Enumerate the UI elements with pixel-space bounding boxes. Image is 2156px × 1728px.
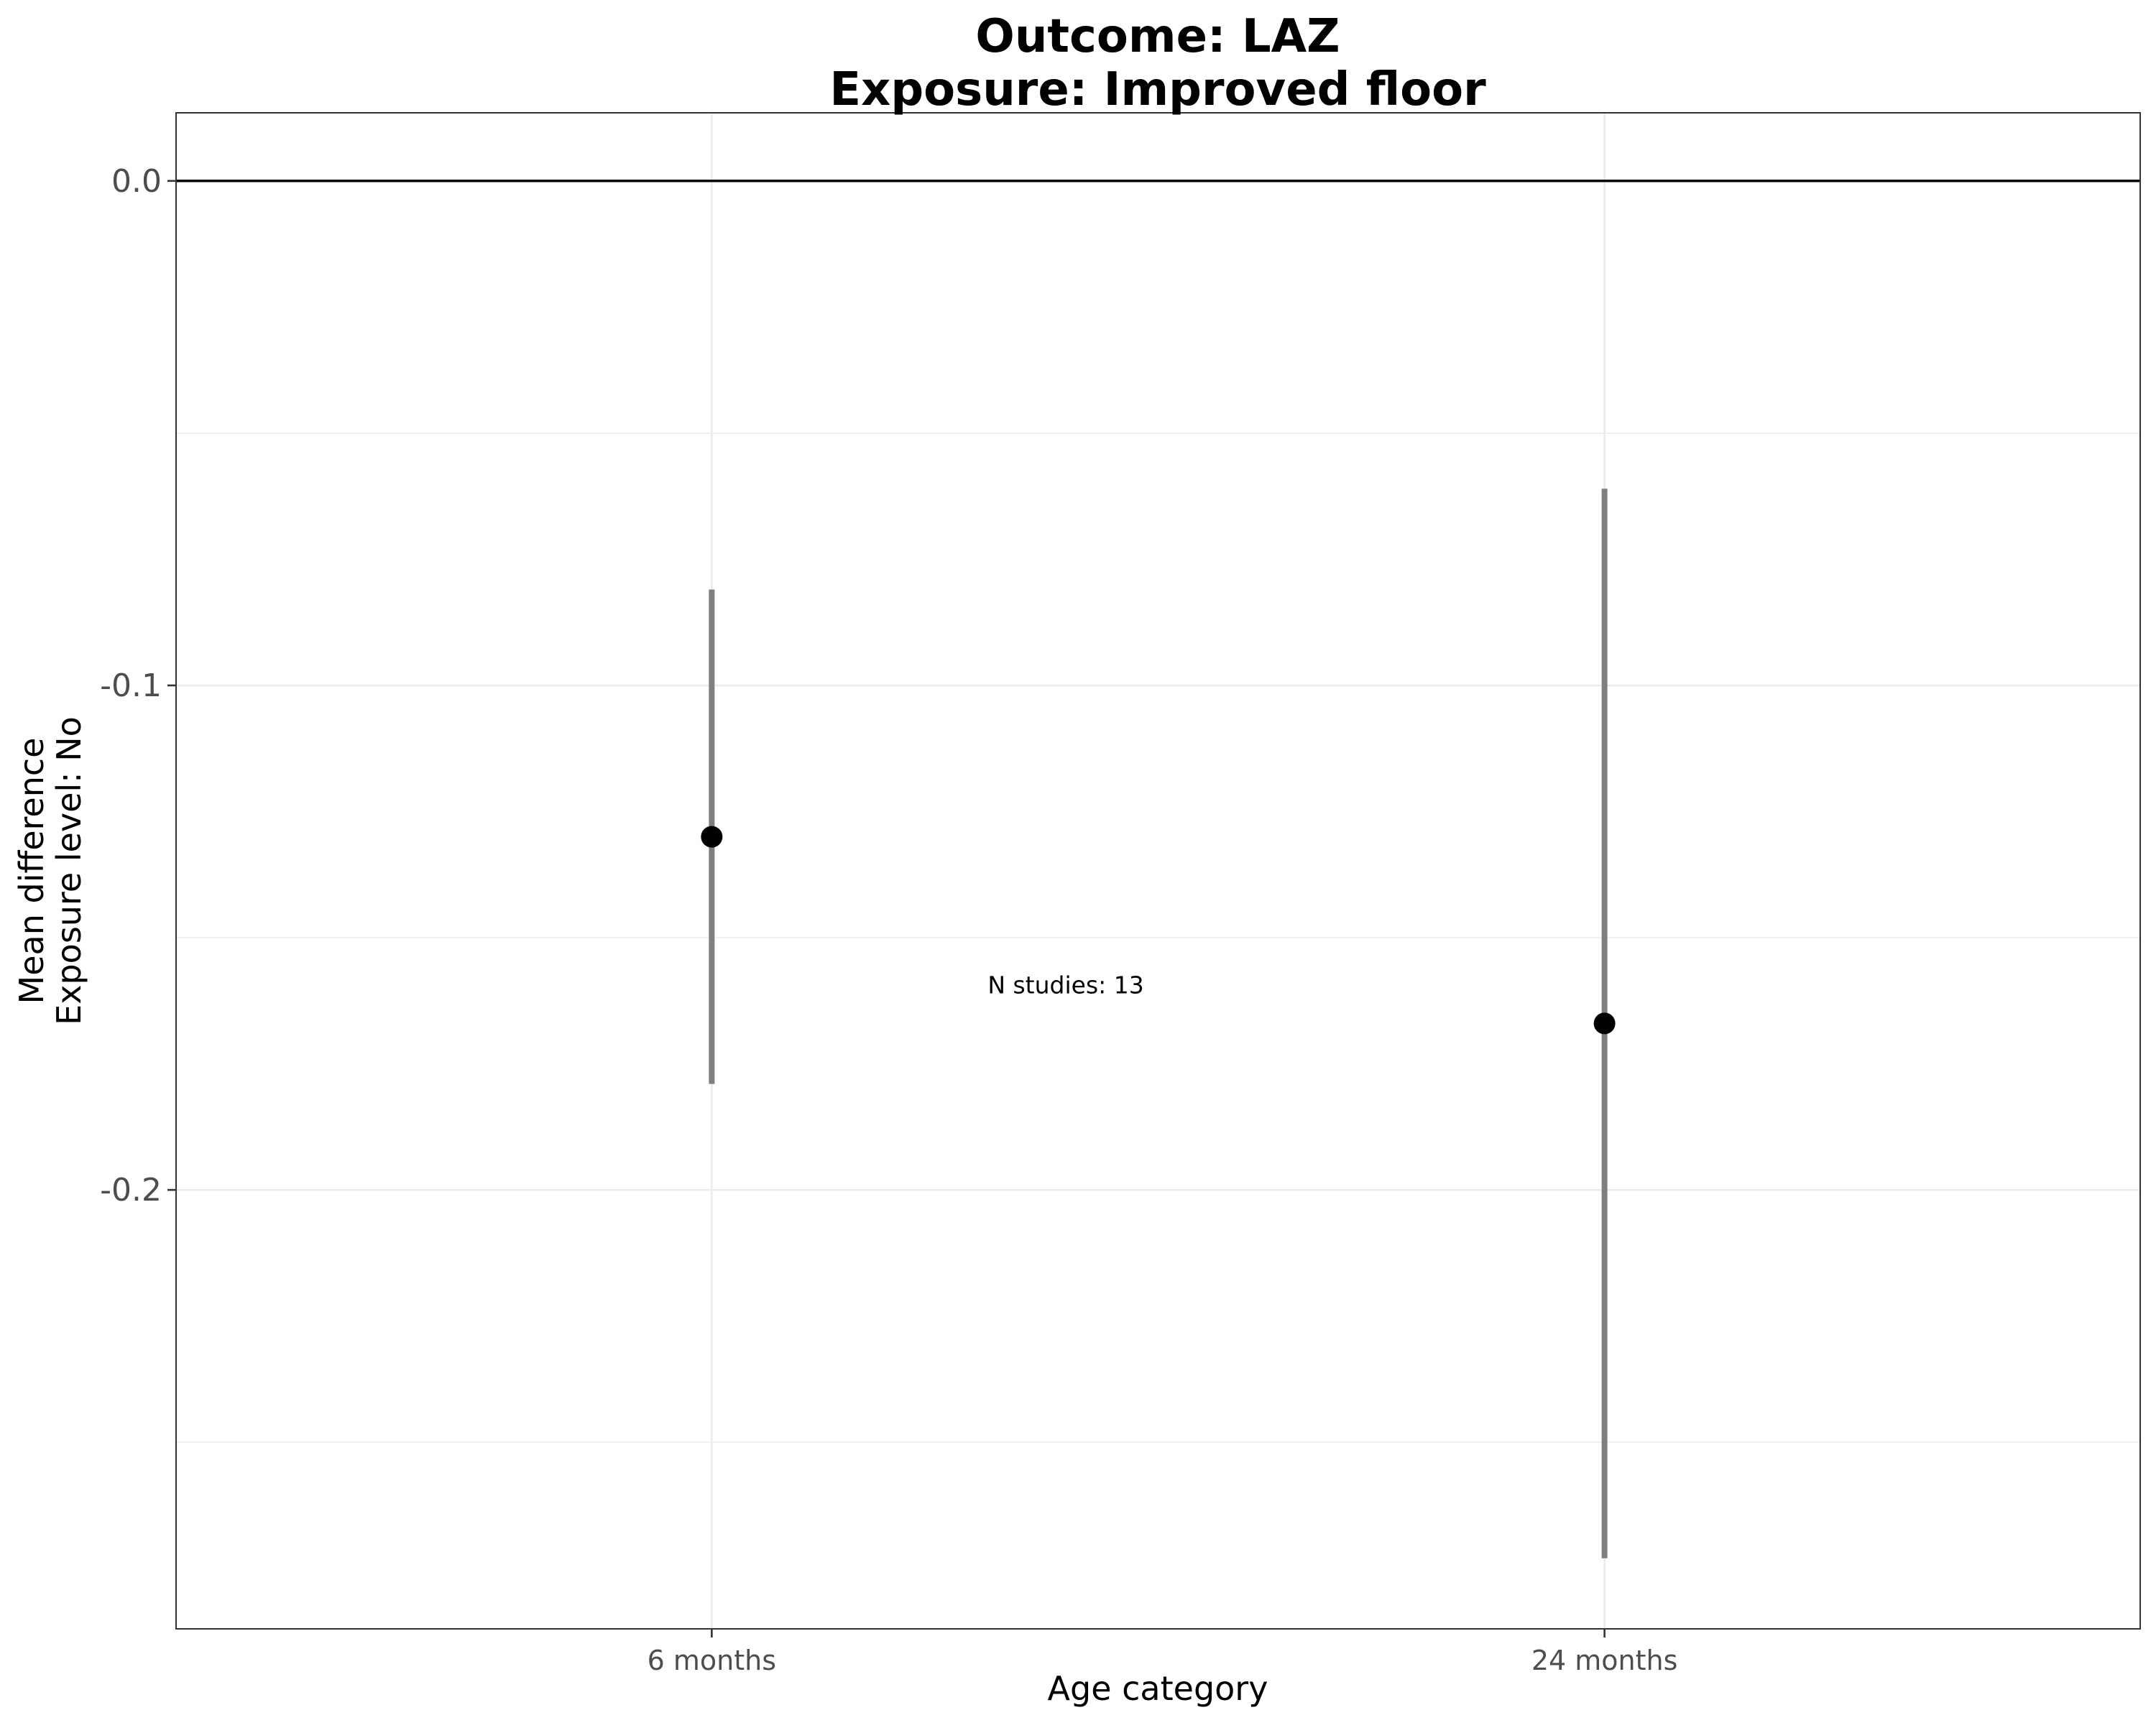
y-axis-label-line2: Exposure level: No	[50, 716, 88, 1025]
y-tick-label-0: 0.0	[111, 163, 162, 200]
estimate-point-1	[1593, 1012, 1616, 1035]
x-axis-ticks: 6 months 24 months	[648, 1629, 1678, 1676]
x-axis-label: Age category	[1048, 1669, 1268, 1708]
estimate-point-0	[701, 826, 723, 848]
chart-title-line2: Exposure: Improved floor	[829, 63, 1486, 116]
y-tick-label-1: -0.1	[100, 667, 162, 704]
y-tick-label-2: -0.2	[100, 1172, 162, 1209]
y-axis-ticks: 0.0 -0.1 -0.2	[100, 163, 176, 1209]
point-layer	[701, 826, 1616, 1035]
x-tick-label-1: 24 months	[1531, 1645, 1678, 1676]
y-axis-label-line1: Mean difference	[12, 738, 51, 1004]
chart-title-line1: Outcome: LAZ	[975, 10, 1340, 63]
n-studies-annotation: N studies: 13	[987, 971, 1143, 999]
x-tick-label-0: 6 months	[648, 1645, 776, 1676]
panel-border	[175, 112, 2141, 1630]
